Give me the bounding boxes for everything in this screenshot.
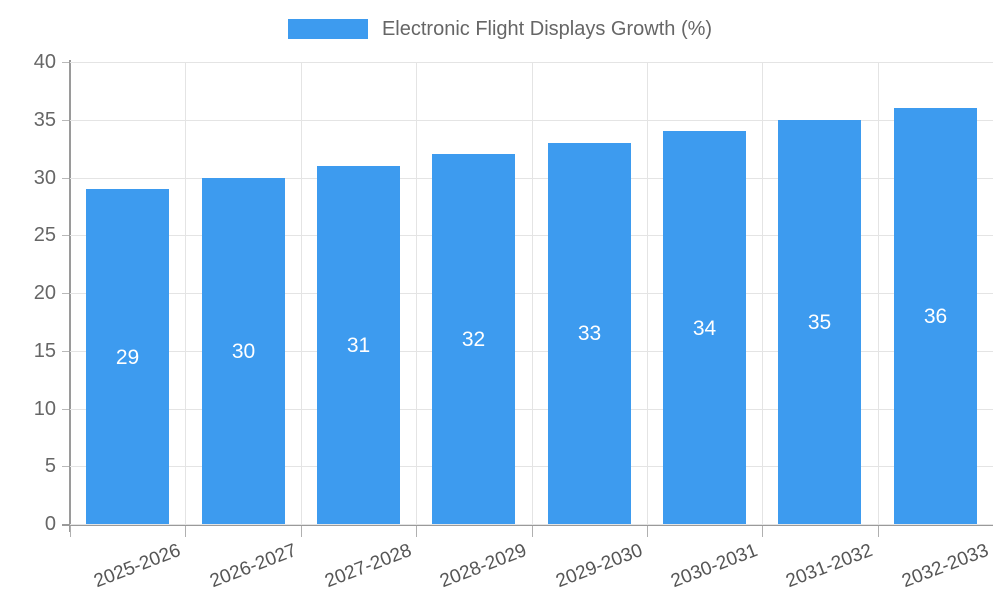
legend-label: Electronic Flight Displays Growth (%) — [381, 18, 713, 40]
y-axis-tick-mark — [62, 235, 70, 237]
y-axis-tick-mark — [62, 177, 70, 179]
bar[interactable] — [317, 165, 400, 524]
gridline-horizontal — [70, 350, 993, 352]
y-axis-tick-label: 25 — [33, 224, 56, 247]
x-axis-line — [62, 524, 993, 526]
legend-item-electronic-flight-displays-growth[interactable]: Electronic Flight Displays Growth (%) — [287, 18, 713, 40]
x-axis-tick-mark — [185, 526, 186, 537]
y-axis-tick-label: 40 — [33, 51, 56, 73]
y-axis-line — [69, 60, 71, 532]
x-axis-tick-mark — [70, 526, 71, 537]
x-axis-tick-mark — [532, 526, 533, 537]
gridline-horizontal — [70, 177, 993, 179]
bar[interactable] — [778, 119, 861, 524]
y-axis-tick-mark — [62, 119, 70, 121]
bar[interactable] — [432, 154, 515, 524]
bar-value-label: 29 — [115, 345, 140, 369]
gridline-vertical — [301, 62, 302, 524]
x-axis-category-label: 2026-2027 — [206, 540, 300, 593]
y-axis-tick-label: 10 — [33, 397, 56, 420]
gridline-vertical — [185, 62, 186, 524]
x-axis-category-label: 2029-2030 — [552, 540, 646, 593]
x-axis-category-label: 2032-2033 — [898, 540, 992, 593]
bar-value-label: 32 — [461, 328, 486, 352]
y-axis-tick-mark — [62, 408, 70, 410]
x-axis-tick-mark — [647, 526, 648, 537]
x-axis-category-label: 2027-2028 — [322, 540, 415, 593]
bar[interactable] — [894, 108, 977, 524]
gridline-vertical — [878, 62, 879, 524]
x-axis-tick-mark — [301, 526, 302, 537]
bar[interactable] — [202, 177, 285, 524]
bar-value-label: 34 — [692, 316, 717, 340]
y-axis-tick-mark — [62, 350, 70, 352]
x-axis-tick-mark — [762, 526, 763, 537]
gridline-horizontal — [70, 235, 993, 237]
y-axis-tick-labels: 0 5 10 15 20 25 30 35 40 — [0, 51, 70, 535]
x-axis-tick-mark — [416, 526, 417, 537]
gridline-horizontal — [70, 408, 993, 410]
y-axis-tick-label: 0 — [44, 513, 56, 535]
gridline-horizontal — [70, 62, 993, 63]
bar-value-label: 36 — [923, 305, 948, 329]
bar[interactable] — [663, 131, 746, 524]
gridline-vertical — [762, 62, 763, 524]
gridline-vertical — [532, 62, 533, 524]
gridline-vertical — [647, 62, 648, 524]
y-axis-tick-mark — [62, 62, 70, 63]
gridline-horizontal — [70, 466, 993, 468]
y-axis-tick-label: 30 — [33, 166, 56, 189]
legend-color-swatch-icon — [287, 19, 368, 39]
bar[interactable] — [548, 142, 631, 524]
gridline-horizontal — [70, 119, 993, 121]
gridline-vertical — [416, 62, 417, 524]
x-axis-tick-mark — [878, 526, 879, 537]
x-axis-category-label: 2031-2032 — [783, 540, 876, 593]
y-axis-tick-label: 15 — [33, 339, 56, 362]
bar-value-label: 33 — [577, 322, 602, 346]
y-axis-tick-mark — [62, 293, 70, 294]
chart-legend: Electronic Flight Displays Growth (%) — [0, 12, 1000, 46]
y-axis-tick-label: 5 — [44, 455, 56, 478]
bar-value-label: 35 — [807, 310, 832, 334]
bar-value-label: 30 — [231, 339, 256, 363]
plot-area: 29 30 31 32 33 34 35 36 — [70, 62, 993, 525]
y-axis-tick-label: 35 — [33, 108, 56, 131]
x-axis-category-label: 2030-2031 — [668, 540, 761, 593]
x-axis-category-label: 2028-2029 — [437, 540, 530, 593]
x-axis-category-label: 2025-2026 — [91, 540, 184, 593]
gridline-horizontal — [70, 524, 993, 525]
gridline-horizontal — [70, 293, 993, 294]
y-axis-tick-label: 20 — [33, 282, 56, 304]
bar-value-label: 31 — [346, 333, 371, 357]
bar[interactable] — [86, 189, 169, 524]
y-axis-tick-mark — [62, 466, 70, 468]
